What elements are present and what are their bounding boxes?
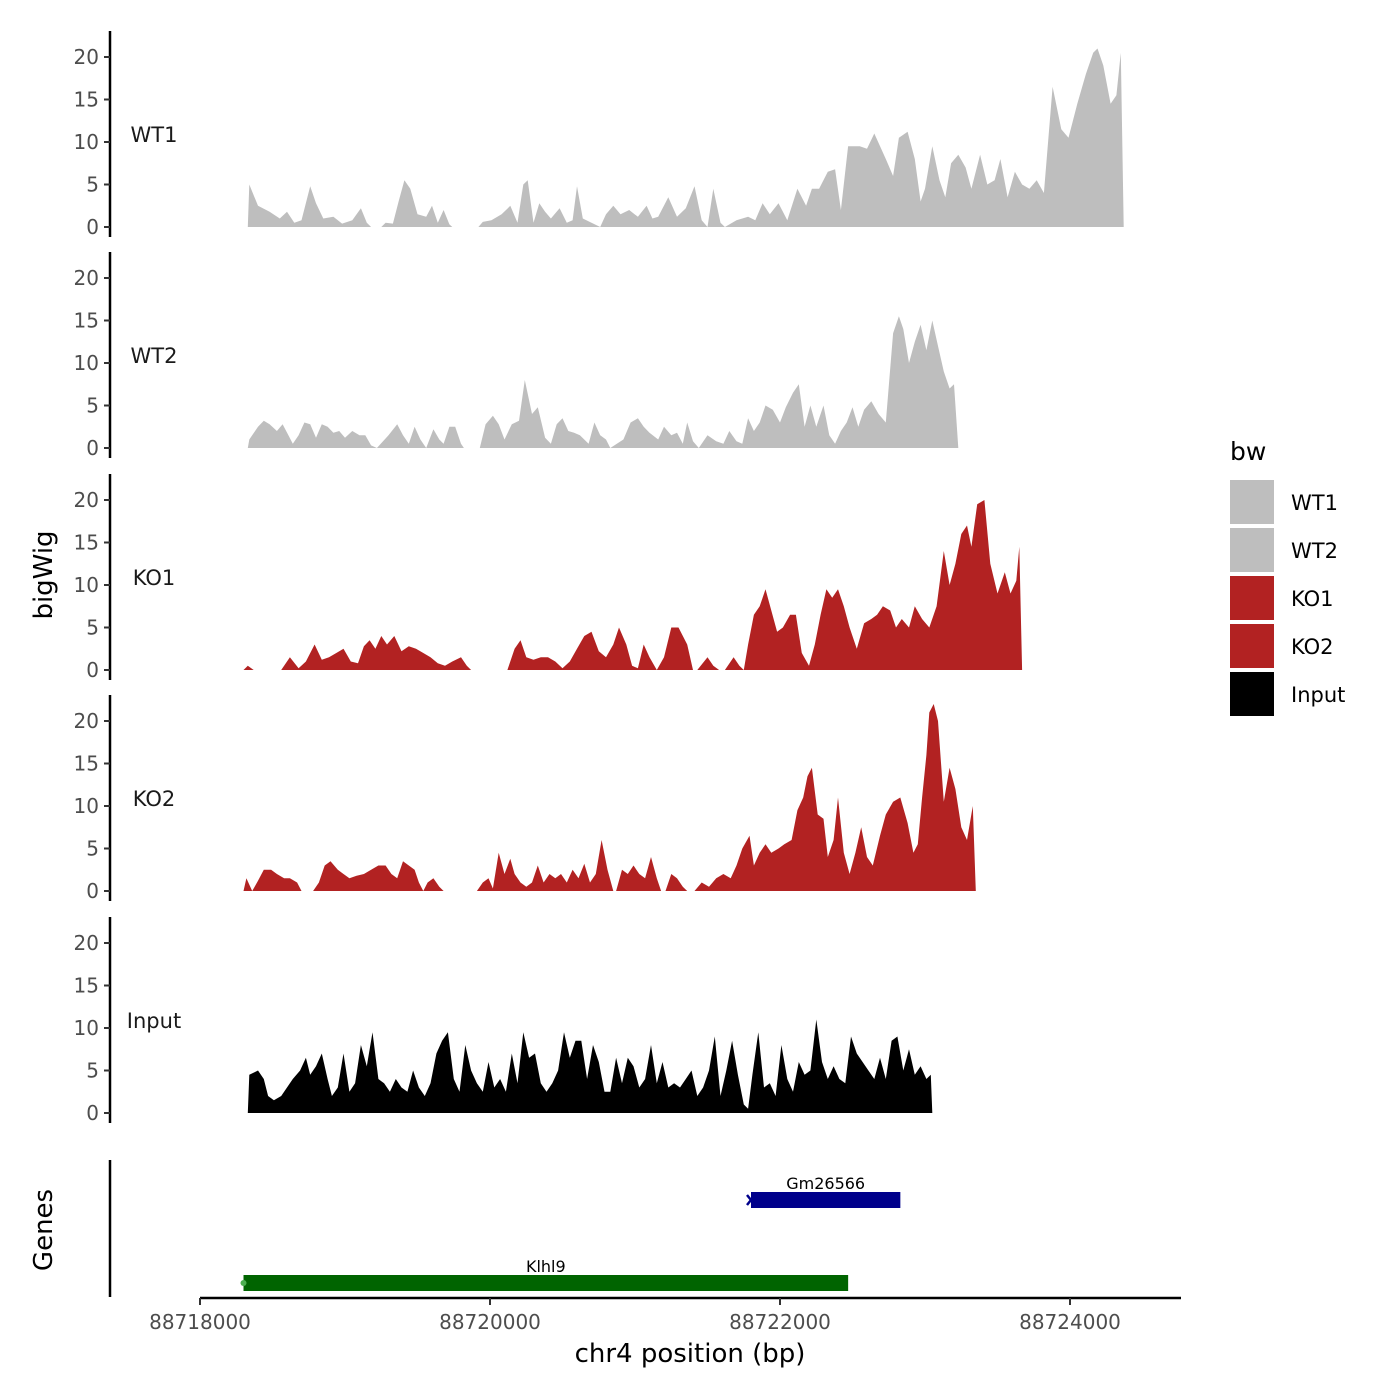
y-tick-label: 10: [74, 351, 99, 375]
gene-body: [243, 1275, 849, 1291]
y-tick-label: 10: [74, 130, 99, 154]
panel-input: 0 5 10 15 20 Input: [74, 917, 933, 1125]
genes-axis-title: Genes: [29, 1189, 59, 1271]
y-tick-label: 0: [86, 658, 99, 682]
gene-klhl9: Klhl9: [240, 1257, 849, 1291]
signal-panels: 0 5 10 15 20 WT1 0 5 10 15 20 WT2 0 5 10 15 20 KO1 0 5 10 15 2…: [74, 31, 1124, 1125]
x-axis-title: chr4 position (bp): [575, 1339, 806, 1369]
signal-area-wt1: [247, 48, 1124, 227]
x-tick-label: 88724000: [1019, 1310, 1121, 1334]
y-tick-label: 20: [74, 266, 99, 290]
y-tick-label: 20: [74, 931, 99, 955]
panel-wt2: 0 5 10 15 20 WT2: [74, 252, 959, 460]
legend-label: KO1: [1291, 587, 1334, 611]
panel-ko1: 0 5 10 15 20 KO1: [74, 474, 1023, 682]
y-tick-label: 5: [86, 837, 99, 861]
x-tick-label: 88720000: [439, 1310, 541, 1334]
panel-ko2: 0 5 10 15 20 KO2: [74, 695, 976, 903]
gene-body: [751, 1192, 901, 1208]
panel-wt1: 0 5 10 15 20 WT1: [74, 31, 1124, 239]
y-tick-label: 15: [74, 531, 99, 555]
strand-marker: [240, 1280, 247, 1286]
y-tick-label: 10: [74, 1016, 99, 1040]
gene-track: Gm26566 Klhl9: [108, 1160, 901, 1297]
legend-swatch: [1230, 576, 1274, 620]
y-tick-label: 20: [74, 488, 99, 512]
legend-title: bw: [1230, 437, 1266, 466]
legend-swatch: [1230, 624, 1274, 668]
signal-area-wt2: [247, 316, 959, 448]
y-tick-label: 15: [74, 309, 99, 333]
y-tick-label: 15: [74, 88, 99, 112]
legend: bw WT1 WT2 KO1 KO2 Input: [1230, 437, 1345, 716]
legend-item-ko2: KO2: [1230, 624, 1334, 668]
y-tick-label: 10: [74, 573, 99, 597]
signal-area-input: [247, 1019, 933, 1113]
y-axis-title: bigWig: [29, 530, 59, 619]
x-tick-label: 88722000: [729, 1310, 831, 1334]
signal-area-ko2: [243, 704, 976, 891]
legend-swatch: [1230, 528, 1274, 572]
y-tick-label: 10: [74, 794, 99, 818]
y-tick-label: 15: [74, 752, 99, 776]
legend-label: WT1: [1291, 491, 1338, 515]
legend-item-wt2: WT2: [1230, 528, 1338, 572]
y-tick-label: 20: [74, 709, 99, 733]
y-tick-label: 0: [86, 1101, 99, 1125]
y-tick-label: 20: [74, 45, 99, 69]
y-tick-label: 5: [86, 1059, 99, 1083]
track-label: KO2: [133, 787, 176, 811]
y-tick-label: 5: [86, 616, 99, 640]
y-tick-label: 0: [86, 436, 99, 460]
gene-gm26566: Gm26566: [746, 1174, 901, 1208]
strand-marker: [746, 1194, 756, 1206]
gene-label: Gm26566: [786, 1174, 865, 1193]
legend-item-input: Input: [1230, 672, 1345, 716]
x-tick-label: 88718000: [149, 1310, 251, 1334]
y-tick-label: 5: [86, 394, 99, 418]
legend-swatch: [1230, 480, 1274, 524]
legend-item-wt1: WT1: [1230, 480, 1338, 524]
track-label: Input: [127, 1009, 181, 1033]
legend-item-ko1: KO1: [1230, 576, 1334, 620]
x-axis: 88718000 88720000 88722000 88724000: [149, 1296, 1181, 1334]
gene-label: Klhl9: [526, 1257, 566, 1276]
legend-swatch: [1230, 672, 1274, 716]
signal-area-ko1: [243, 500, 1023, 670]
legend-label: KO2: [1291, 635, 1334, 659]
y-tick-label: 0: [86, 215, 99, 239]
legend-label: Input: [1291, 683, 1345, 707]
y-tick-label: 5: [86, 173, 99, 197]
track-label: WT2: [131, 344, 178, 368]
y-tick-label: 15: [74, 974, 99, 998]
track-label: WT1: [131, 123, 178, 147]
legend-label: WT2: [1291, 539, 1338, 563]
track-label: KO1: [133, 566, 176, 590]
y-tick-label: 0: [86, 879, 99, 903]
